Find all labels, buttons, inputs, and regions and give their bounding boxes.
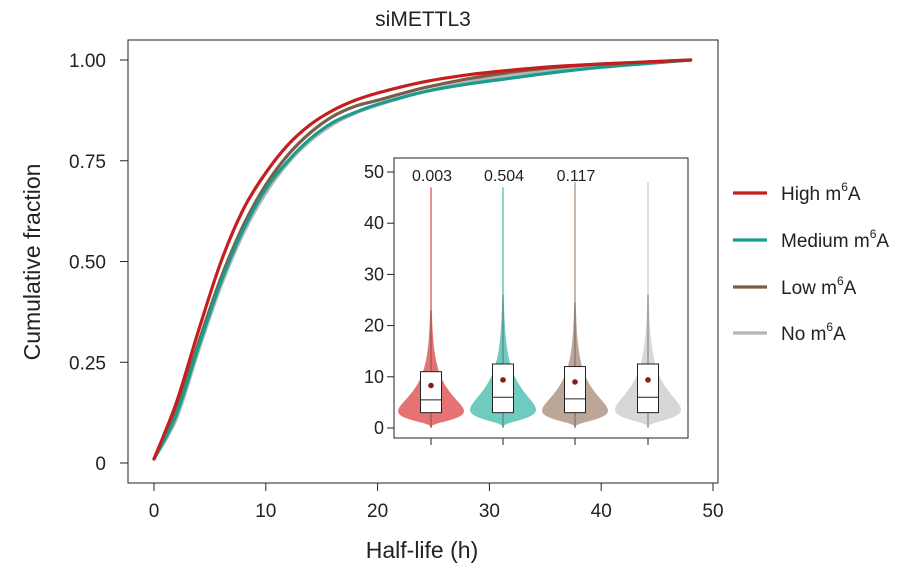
- box-low-m6a: [564, 366, 586, 414]
- main-axes: 0 10 20 30 40 50 0 0.25 0.50 0.75 1.00: [69, 39, 724, 522]
- x-axis-label: Half-life (h): [366, 537, 478, 563]
- x-tick-label: 40: [591, 501, 612, 522]
- inset-y-tick-label: 50: [364, 162, 384, 182]
- mean-point-high-m6a: [428, 382, 434, 389]
- mean-point-no-m6a: [645, 377, 651, 383]
- inset-y-tick-label: 10: [364, 367, 384, 387]
- series-line-medium-m6a: [152, 58, 693, 461]
- y-tick-label: 1.00: [69, 51, 106, 72]
- p-value-label: 0.117: [557, 168, 596, 185]
- x-tick-label: 50: [702, 501, 723, 522]
- legend-label-low-m6a: Low m6A: [781, 274, 857, 299]
- legend-label-medium-m6a: Medium m6A: [781, 227, 889, 252]
- box-high-m6a: [420, 371, 442, 414]
- inset-violin-plot: 0 10 20 30 40 50 0.003 0.504 0.117: [364, 157, 689, 445]
- box-no-m6a: [637, 363, 659, 414]
- mean-point-medium-m6a: [500, 377, 506, 383]
- y-tick-label: 0.75: [69, 152, 106, 173]
- violin-high-m6a: [398, 187, 464, 428]
- p-value-label: 0.504: [484, 168, 524, 185]
- p-value-label: 0.003: [412, 168, 452, 185]
- y-tick-label: 0.25: [69, 353, 106, 374]
- box-medium-m6a: [492, 363, 514, 414]
- chart-title: siMETTL3: [375, 8, 471, 31]
- x-tick-label: 10: [255, 501, 276, 522]
- main-series-lines: [152, 58, 693, 461]
- legend-label-no-m6a: No m6A: [781, 320, 846, 345]
- y-tick-label: 0: [95, 454, 106, 475]
- x-tick-label: 20: [367, 501, 388, 522]
- y-tick-label: 0.50: [69, 253, 106, 274]
- y-axis-label: Cumulative fraction: [19, 164, 45, 361]
- x-tick-label: 30: [479, 501, 500, 522]
- mean-point-low-m6a: [572, 379, 578, 385]
- inset-y-tick-label: 20: [364, 316, 384, 336]
- inset-y-tick-label: 30: [364, 264, 384, 284]
- x-tick-label: 0: [149, 501, 160, 522]
- legend: High m6A Medium m6A Low m6A No m6A: [733, 180, 889, 345]
- inset-y-tick-label: 0: [374, 418, 384, 438]
- inset-y-tick-label: 40: [364, 213, 384, 233]
- series-line-high-m6a: [152, 58, 693, 461]
- legend-label-high-m6a: High m6A: [781, 180, 861, 205]
